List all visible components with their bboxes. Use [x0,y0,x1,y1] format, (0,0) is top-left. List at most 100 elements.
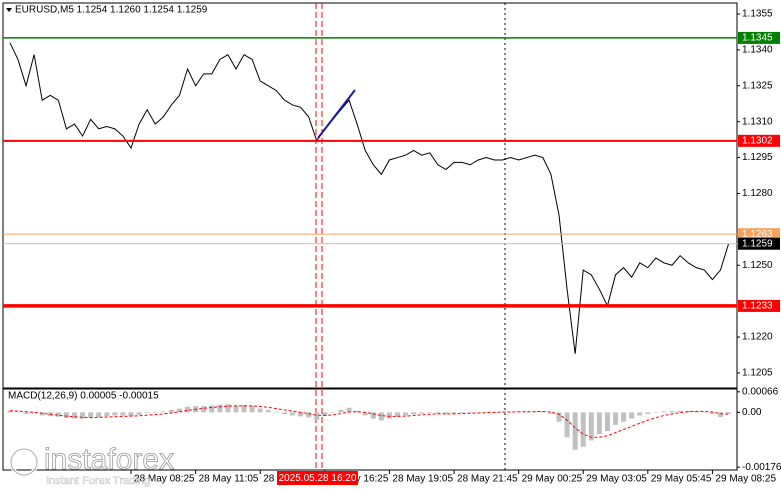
histogram-bar [467,412,473,413]
histogram-bar [241,404,247,413]
histogram-bar [31,412,37,414]
histogram-bar [306,412,312,418]
histogram-bar [370,412,376,419]
x-tick-label: 29 May 03:05 [586,474,647,485]
histogram-bar [427,412,433,413]
histogram-bar [39,412,45,416]
x-tick-label: 29 May 00:25 [522,474,583,485]
histogram-bar [144,412,150,413]
level-label-bg [738,228,780,241]
histogram-bar [451,412,457,414]
y-tick-label: 1.1355 [742,9,773,20]
histogram-bar [524,411,530,413]
histogram-bar [322,412,328,417]
y-tick-label: 0.00066 [742,386,779,397]
histogram-bar [314,412,320,420]
level-label-bg [738,31,780,44]
histogram-bar [112,412,118,416]
histogram-bar [55,412,61,417]
histogram-bar [596,412,602,435]
histogram-bar [120,412,126,416]
histogram-bar [225,404,231,413]
price-line [9,42,730,354]
histogram-bar [63,412,69,418]
level-label: 1.1302 [742,135,773,146]
level-label-bg [738,237,780,250]
x-tick-label: 29 May 05:45 [651,474,712,485]
y-tick-label: -0.00176 [742,462,781,473]
histogram-bar [168,409,174,413]
level-label: 1.1259 [742,238,773,249]
level-label-bg [738,134,780,147]
histogram-bar [718,412,723,418]
x-tick-label: 28 May 19:05 [392,474,453,485]
y-tick-label: 1.1280 [742,188,773,199]
histogram-bar [435,412,441,414]
histogram-bar [281,412,287,414]
histogram-bar [677,410,683,413]
histogram-bar [613,412,619,425]
histogram-bar [548,412,554,414]
histogram-bar [411,412,417,415]
histogram-bar [653,412,659,413]
histogram-bar [273,411,279,413]
histogram-bar [621,412,627,422]
histogram-bar [23,412,29,414]
y-tick-label: 1.1325 [742,80,773,91]
y-tick-label: 0.00 [742,407,762,418]
histogram-bar [386,412,392,419]
histogram-bar [72,412,77,419]
histogram-bar [96,412,102,418]
histogram-bar [298,412,304,417]
histogram-bar [104,412,110,417]
histogram-bar [588,412,594,441]
histogram-bar [701,411,707,413]
histogram-bar [176,408,182,413]
y-tick-label: 1.1310 [742,116,773,127]
histogram-bar [483,412,489,413]
histogram-bar [7,410,13,413]
histogram-bar [508,411,514,413]
y-tick-label: 1.1205 [742,368,773,379]
histogram-bar [669,411,675,413]
histogram-bar [249,406,255,413]
histogram-bar [726,412,732,414]
signal-line [9,405,729,438]
histogram-bar [15,411,21,413]
trend-line [317,89,356,139]
histogram-bar [330,412,336,413]
histogram-bar [257,408,263,413]
histogram-bar [290,412,296,416]
histogram-bar [265,409,271,413]
plot [7,42,732,450]
histogram-bar [128,412,134,417]
histogram-bar [645,412,651,414]
histogram-bar [629,412,635,419]
macd-pane [2,388,738,471]
histogram-bar [354,410,360,413]
histogram-bar [378,412,384,421]
menu-icon [6,8,12,12]
histogram-bar [443,412,449,415]
histogram-bar [661,411,667,413]
histogram-bar [419,412,425,414]
tagline: Instant Forex Trading [46,475,150,487]
level-label: 1.1345 [742,33,773,44]
histogram-bar [160,411,166,413]
y-tick-label: 1.1295 [742,152,773,163]
logo-outline [10,448,38,476]
histogram-bar [362,412,368,416]
level-label: 1.1233 [742,301,773,312]
histogram-bar [209,405,215,413]
histogram-bar [580,412,586,447]
brand: instaforex [44,443,174,476]
x-tick-label: 28 May 16:25 [328,474,389,485]
y-tick-label: 1.1340 [742,45,773,56]
histogram-bar [395,412,400,417]
chart-title: EURUSD,M5 1.1254 1.1260 1.1254 1.1259 [15,5,208,16]
y-tick-label: 1.1250 [742,260,773,271]
histogram-bar [217,404,223,413]
x-tick-label: 28 May 21:45 [457,474,518,485]
